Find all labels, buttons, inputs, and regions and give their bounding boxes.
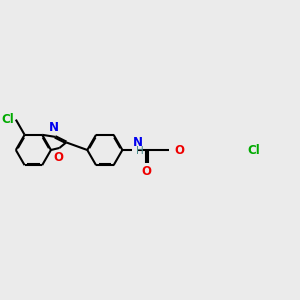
Text: Cl: Cl [1, 113, 14, 126]
Text: O: O [175, 143, 184, 157]
Text: O: O [142, 165, 152, 178]
Text: N: N [133, 136, 142, 149]
Text: O: O [54, 151, 64, 164]
Text: Cl: Cl [248, 143, 260, 157]
Text: H: H [136, 146, 144, 156]
Text: N: N [49, 121, 59, 134]
